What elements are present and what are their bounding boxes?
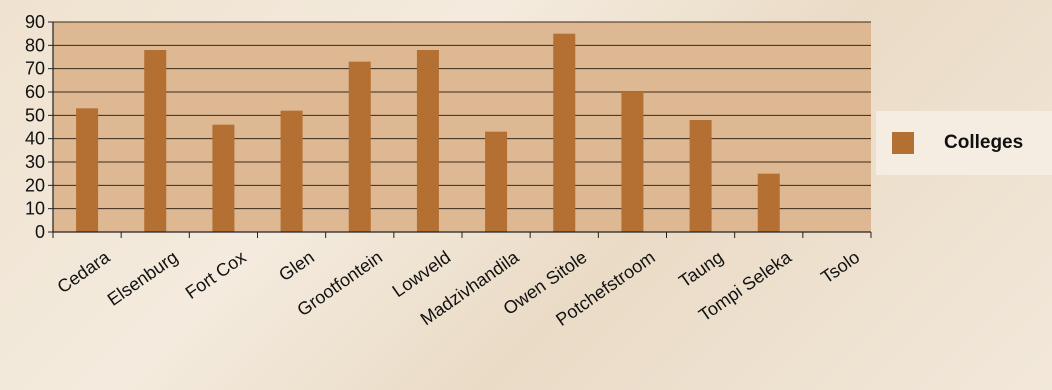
bar-tompi-seleka (757, 173, 780, 232)
y-tick-label: 20 (25, 175, 45, 195)
y-tick-label: 30 (25, 152, 45, 172)
y-tick-label: 70 (25, 59, 45, 79)
y-tick-label: 60 (25, 82, 45, 102)
gridlines (48, 21, 871, 233)
bar-elsenburg (144, 50, 167, 232)
y-tick-label: 0 (35, 222, 45, 242)
bar-glen (280, 110, 303, 232)
y-tick-label: 40 (25, 129, 45, 149)
legend-swatch (892, 132, 914, 154)
bars (76, 33, 780, 232)
bar-potchefstroom (621, 92, 644, 232)
bar-fort-cox (212, 124, 235, 232)
bar-lowveld (416, 50, 439, 232)
y-tick-label: 10 (25, 199, 45, 219)
bar-cedara (76, 108, 99, 232)
legend-label-colleges: Colleges (944, 132, 1024, 153)
bar-grootfontein (348, 61, 371, 232)
y-tick-label: 80 (25, 35, 45, 55)
y-tick-label: 90 (25, 12, 45, 32)
x-tick-label: Elsenburg (104, 247, 182, 310)
x-tick-label: Tsolo (817, 247, 863, 287)
bar-madzivhandila (485, 131, 508, 232)
legend: Colleges (876, 111, 1052, 175)
bar-owen-sitole (553, 33, 576, 232)
x-tick-label: Glen (275, 247, 318, 285)
x-tick-label: Cedara (54, 246, 115, 297)
x-tick-label: Taung (675, 247, 727, 292)
y-tick-label: 50 (25, 105, 45, 125)
axes (52, 22, 872, 238)
y-tick-labels: 0 10 20 30 40 50 60 70 80 90 (25, 12, 45, 242)
plot-area (53, 22, 871, 232)
x-tick-label: Fort Cox (182, 247, 250, 303)
bar-taung (689, 120, 712, 232)
